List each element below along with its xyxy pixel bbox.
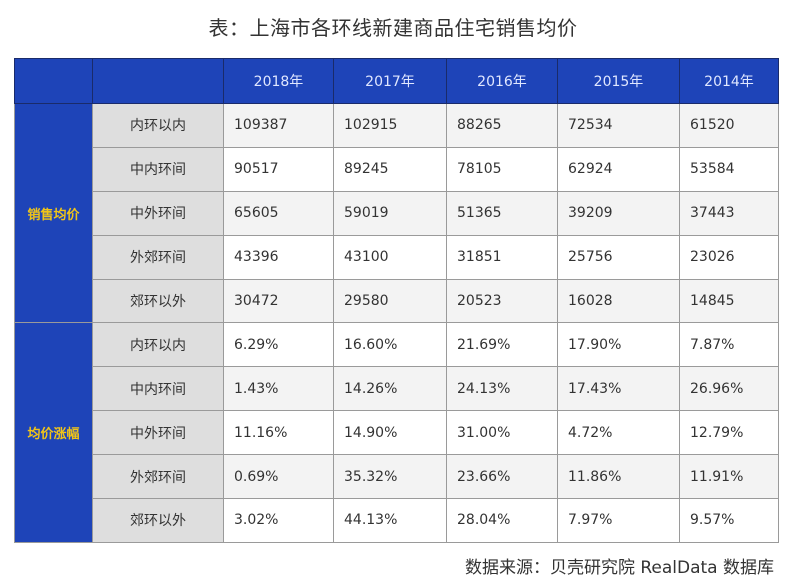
table-cell: 11.86% [557, 454, 680, 500]
table-cell: 14.26% [333, 366, 447, 412]
table-cell: 31851 [446, 234, 558, 280]
table-cell: 3.02% [223, 498, 334, 543]
header-corner-label [92, 58, 224, 104]
table-cell: 26.96% [679, 366, 779, 412]
table-cell: 1.43% [223, 366, 334, 412]
table-cell: 23026 [679, 234, 779, 280]
table-cell: 28.04% [446, 498, 558, 543]
table-row: 中内环间 90517 89245 78105 62924 53584 [15, 146, 779, 192]
table-cell: 72534 [557, 103, 680, 148]
table-cell: 11.16% [223, 410, 334, 456]
table-cell: 30472 [223, 278, 334, 324]
table-row: 均价涨幅 内环以内 6.29% 16.60% 21.69% 17.90% 7.87% [14, 322, 779, 543]
table-cell: 61520 [679, 103, 779, 148]
table-cell: 43100 [333, 234, 447, 280]
table-cell: 65605 [223, 190, 334, 236]
table-cell: 109387 [223, 103, 334, 148]
table-row: 外郊环间 0.69% 35.32% 23.66% 11.86% 11.91% [15, 454, 779, 500]
table-cell: 7.87% [679, 322, 779, 368]
table-cell: 78105 [446, 146, 558, 192]
table-cell: 39209 [557, 190, 680, 236]
table-cell: 7.97% [557, 498, 680, 543]
table-cell: 17.90% [557, 322, 680, 368]
table-row: 郊环以外 30472 29580 20523 16028 14845 [15, 278, 779, 324]
header-corner-group [14, 58, 93, 104]
table-row: 中外环间 11.16% 14.90% 31.00% 4.72% 12.79% [15, 410, 779, 456]
table-cell: 0.69% [223, 454, 334, 500]
row-label: 内环以内 [92, 103, 224, 148]
table-row: 中内环间 1.43% 14.26% 24.13% 17.43% 26.96% [15, 366, 779, 412]
table-cell: 59019 [333, 190, 447, 236]
header-year-2015: 2015年 [557, 58, 680, 104]
table-row: 外郊环间 43396 43100 31851 25756 23026 [15, 234, 779, 280]
table-cell: 14.90% [333, 410, 447, 456]
row-label: 中内环间 [92, 146, 224, 192]
table-body: 销售均价 内环以内 109387 102915 88265 72534 61520 中内环间 9… [14, 102, 779, 543]
table-cell: 31.00% [446, 410, 558, 456]
group-label: 销售均价 [14, 102, 93, 324]
row-label: 外郊环间 [92, 234, 224, 280]
table-cell: 37443 [679, 190, 779, 236]
table-cell: 17.43% [557, 366, 680, 412]
table-row: 郊环以外 3.02% 44.13% 28.04% 7.97% 9.57% [15, 498, 779, 543]
table-cell: 12.79% [679, 410, 779, 456]
row-label: 中外环间 [92, 190, 224, 236]
table-cell: 20523 [446, 278, 558, 324]
table-cell: 25756 [557, 234, 680, 280]
row-label: 中内环间 [92, 366, 224, 412]
row-label: 内环以内 [92, 322, 224, 368]
table-cell: 62924 [557, 146, 680, 192]
table-cell: 6.29% [223, 322, 334, 368]
table-cell: 102915 [333, 103, 447, 148]
price-table: 2018年 2017年 2016年 2015年 2014年 销售均价 内环以内 10… [14, 58, 779, 543]
table-cell: 24.13% [446, 366, 558, 412]
header-year-2016: 2016年 [446, 58, 558, 104]
header-year-2018: 2018年 [223, 58, 334, 104]
table-cell: 23.66% [446, 454, 558, 500]
row-label: 郊环以外 [92, 278, 224, 324]
table-cell: 9.57% [679, 498, 779, 543]
table-cell: 88265 [446, 103, 558, 148]
row-label: 郊环以外 [92, 498, 224, 543]
table-row: 中外环间 65605 59019 51365 39209 37443 [15, 190, 779, 236]
table-cell: 51365 [446, 190, 558, 236]
header-year-2017: 2017年 [333, 58, 447, 104]
table-cell: 44.13% [333, 498, 447, 543]
table-cell: 16028 [557, 278, 680, 324]
table-cell: 29580 [333, 278, 447, 324]
page-title: 表：上海市各环线新建商品住宅销售均价 [208, 16, 578, 40]
group-label: 均价涨幅 [14, 322, 93, 543]
table-cell: 90517 [223, 146, 334, 192]
table-cell: 21.69% [446, 322, 558, 368]
table-cell: 11.91% [679, 454, 779, 500]
table-cell: 43396 [223, 234, 334, 280]
table-cell: 53584 [679, 146, 779, 192]
table-header-row: 2018年 2017年 2016年 2015年 2014年 [14, 58, 779, 104]
row-label: 外郊环间 [92, 454, 224, 500]
data-source-note: 数据来源：贝壳研究院 RealData 数据库 [464, 558, 774, 578]
table-cell: 35.32% [333, 454, 447, 500]
table-cell: 16.60% [333, 322, 447, 368]
header-year-2014: 2014年 [679, 58, 779, 104]
table-cell: 89245 [333, 146, 447, 192]
table-cell: 14845 [679, 278, 779, 324]
table-row: 销售均价 内环以内 109387 102915 88265 72534 61520 [14, 102, 779, 324]
row-label: 中外环间 [92, 410, 224, 456]
table-cell: 4.72% [557, 410, 680, 456]
